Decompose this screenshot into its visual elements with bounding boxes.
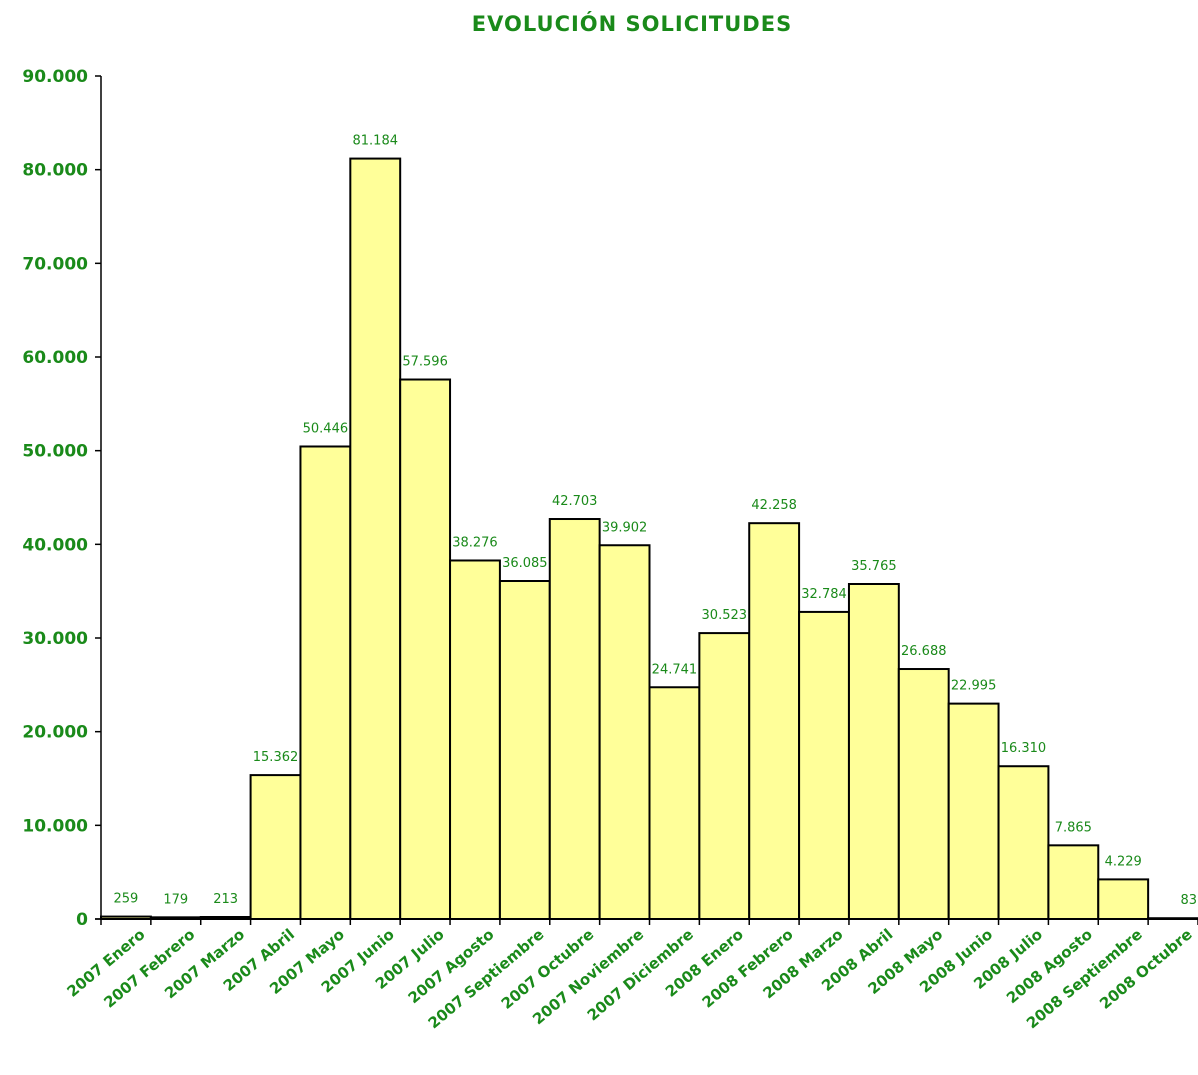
data-label: 36.085 <box>502 556 548 571</box>
bar <box>648 686 701 920</box>
data-label: 4.229 <box>1105 854 1142 869</box>
bar <box>798 610 850 921</box>
bars <box>100 157 1198 921</box>
data-label: 50.446 <box>303 421 349 436</box>
data-label: 81.184 <box>353 134 399 149</box>
data-label: 42.258 <box>751 498 797 513</box>
x-tick-label: 2008 Octubre <box>1096 925 1195 1013</box>
bar <box>399 378 452 920</box>
data-label: 57.596 <box>402 355 448 370</box>
chart-title: EVOLUCIÓN SOLICITUDES <box>472 11 792 36</box>
bar <box>748 522 801 920</box>
data-label: 22.995 <box>951 679 997 694</box>
x-tick-label: 2008 Agosto <box>1003 925 1096 1007</box>
y-tick-label: 30.000 <box>22 629 88 649</box>
bar <box>498 580 551 920</box>
data-label: 83 <box>1180 893 1197 908</box>
data-label: 179 <box>163 892 188 907</box>
data-label: 42.703 <box>552 494 598 509</box>
bar <box>598 544 651 920</box>
y-tick-label: 0 <box>76 910 88 930</box>
bar <box>249 774 302 920</box>
bar <box>299 445 352 920</box>
data-label: 15.362 <box>253 750 299 765</box>
x-tick-label: 2007 Agosto <box>405 925 498 1007</box>
x-tick-label: 2008 Febrero <box>699 925 797 1011</box>
data-label: 7.865 <box>1055 820 1092 835</box>
bar <box>947 702 1000 921</box>
bar <box>997 765 1050 921</box>
bar <box>349 157 402 920</box>
y-tick-label: 10.000 <box>22 816 88 836</box>
bar <box>698 632 751 921</box>
data-label: 24.741 <box>652 662 698 677</box>
y-tick-label: 50.000 <box>22 442 88 462</box>
data-label: 30.523 <box>702 608 748 623</box>
data-labels: 259 179 213 15.362 50.446 81.184 57.596 38.276 3… <box>114 134 1197 909</box>
bar <box>897 668 950 920</box>
y-tick-label: 20.000 <box>22 723 88 743</box>
bar <box>449 559 501 920</box>
data-label: 38.276 <box>452 535 498 550</box>
data-label: 16.310 <box>1001 741 1047 756</box>
data-label: 213 <box>213 892 238 907</box>
data-label: 26.688 <box>901 644 947 659</box>
y-tick-label: 60.000 <box>22 348 88 368</box>
y-tick-label: 90.000 <box>22 67 88 87</box>
bar <box>1047 844 1100 921</box>
data-label: 39.902 <box>602 520 648 535</box>
y-tick-label: 40.000 <box>22 535 88 555</box>
bar <box>548 518 601 921</box>
bar <box>1097 878 1150 920</box>
data-label: 259 <box>114 892 139 907</box>
x-tick-label: 2007 Febrero <box>100 925 198 1011</box>
bar <box>847 583 900 920</box>
data-label: 35.765 <box>851 559 897 574</box>
y-tick-label: 70.000 <box>22 254 88 274</box>
y-tick-label: 80.000 <box>22 161 88 181</box>
data-label: 32.784 <box>801 587 847 602</box>
